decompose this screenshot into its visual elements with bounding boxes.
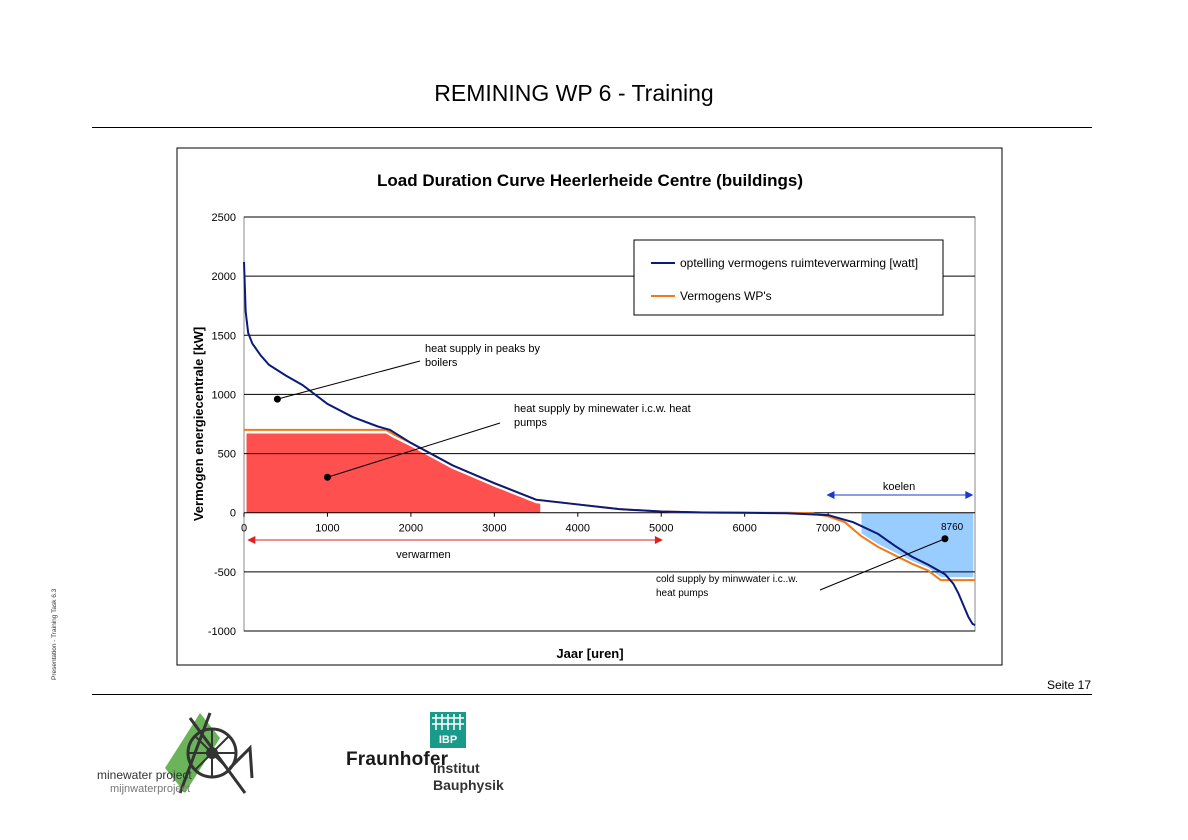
cold-supply-area [861,512,974,578]
x-tick-label: 6000 [732,523,756,535]
annotation-pointer-minewater [327,422,501,478]
y-axis-label: Vermogen energiecentrale [kW] [191,327,206,521]
fraunhofer-ibp-logo-icon: IBP [430,712,466,748]
legend-box [633,239,944,316]
annotation-pointer-cold [819,538,946,591]
x-tick-label: 0 [241,523,247,535]
minewater-logo-subtext: mijnwaterproject [110,783,191,795]
annotation-boilers-line: boilers [425,357,458,369]
minewater-logo-text: minewater project [97,768,192,782]
x-tick-label: 7000 [816,523,840,535]
x-tick-label: 3000 [482,523,506,535]
series-line-heating [243,261,976,626]
y-tick-label: 1000 [212,389,236,401]
y-tick-label: 2000 [212,271,236,283]
annotation-minewater-line: pumps [514,417,548,429]
annotation-minewater: heat supply by minewater i.c.w. heat pump… [514,403,691,429]
y-tick-label: -500 [214,567,236,579]
slide-title: REMINING WP 6 - Training [434,80,714,106]
legend-label-heatpump: Vermogens WP's [680,289,772,303]
top-rule [92,127,1092,128]
annotation-minewater-line: heat supply by minewater i.c.w. heat [514,403,691,415]
annotation-boilers: heat supply in peaks by boilers [425,343,540,369]
legend: optelling vermogens ruimteverwarming [wa… [633,239,944,316]
annotation-boilers-line: heat supply in peaks by [425,343,540,355]
ibp-badge-text: IBP [439,734,457,746]
minewater-logo-icon [165,712,254,794]
x-tick-label: 4000 [566,523,590,535]
y-tick-label: -1000 [208,626,236,638]
fraunhofer-wordmark: Fraunhofer [346,749,449,770]
annotation-cold-line: heat pumps [656,588,708,599]
x-tick-labels: 0 1000 2000 3000 4000 5000 6000 7000 [241,523,840,535]
x-tick-label: 1000 [315,523,339,535]
institute-line-1: Institut [433,760,480,776]
annotation-8760: 8760 [941,522,964,533]
koelen-arrow-left [826,491,835,499]
x-tick-label: 5000 [649,523,673,535]
koelen-arrow-right [965,491,974,499]
annotation-marker-minewater [323,473,331,481]
x-axis-label: Jaar [uren] [556,646,623,661]
annotation-pointer-boilers [277,360,421,400]
annotation-marker-boilers [273,395,281,403]
institute-line-2: Bauphysik [433,777,504,793]
verwarmen-label: verwarmen [396,549,450,561]
y-tick-label: 1500 [212,330,236,342]
verwarmen-arrow-right [654,536,663,544]
y-tick-label: 500 [218,449,236,461]
annotation-cold-line: cold supply by minwwater i.c..w. [656,574,798,585]
y-tick-label: 0 [230,508,236,520]
chart-title: Load Duration Curve Heerlerheide Centre … [377,171,803,190]
y-tick-labels: -1000 -500 0 500 1000 1500 2000 2500 [208,212,236,638]
annotation-marker-cold [941,535,949,543]
page-number: Seite 17 [1046,678,1091,692]
y-tick-label: 2500 [212,212,236,224]
verwarmen-arrow-left [247,536,256,544]
bottom-rule [92,694,1092,695]
series-lines [243,261,976,626]
legend-label-heating: optelling vermogens ruimteverwarming [wa… [680,256,918,270]
grid-lines [243,216,975,632]
annotation-cold: cold supply by minwwater i.c..w. heat pum… [656,574,798,599]
fraunhofer-institute-name: Institut Bauphysik [433,760,504,794]
x-tick-label: 2000 [399,523,423,535]
koelen-label: koelen [883,481,915,493]
